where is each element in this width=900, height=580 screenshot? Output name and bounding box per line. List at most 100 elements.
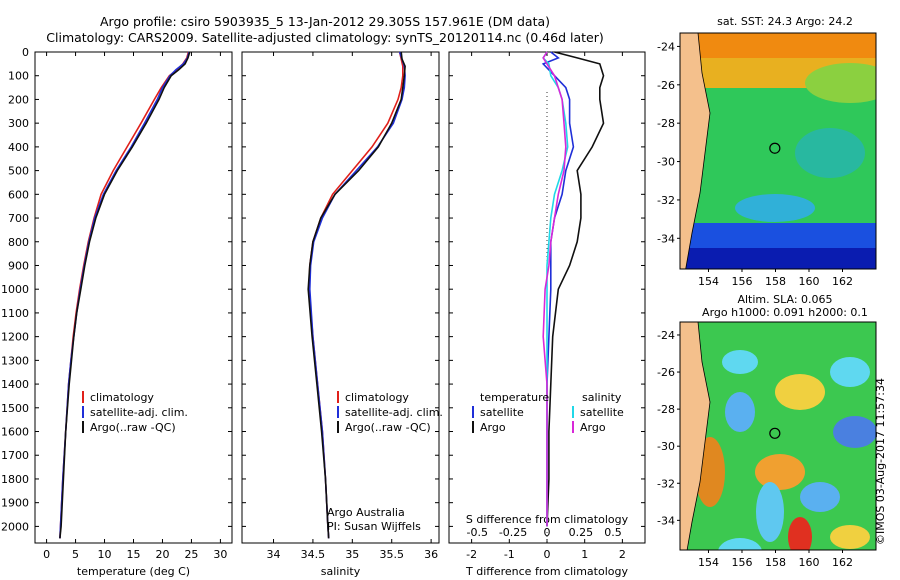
x-tick-label: 10 <box>98 548 112 561</box>
temperature-panel: 0100200300400500600700800900100011001200… <box>1 46 233 578</box>
lat-tick-label: -28 <box>657 117 675 130</box>
sla-blob <box>756 482 784 542</box>
depth-tick-label: 2000 <box>1 520 29 533</box>
lon-tick-label: 154 <box>698 556 719 569</box>
difference-panel: -2 -1 0 1 2 T difference from climatology -0.5… <box>448 51 646 578</box>
lon-tick-label: 158 <box>765 275 786 288</box>
depth-tick-label: 100 <box>8 70 29 83</box>
legend-argo-swatch <box>82 421 84 433</box>
title-line-1: Argo profile: csiro 5903935_5 13-Jan-201… <box>99 14 551 29</box>
series-line-argo <box>546 51 605 527</box>
depth-tick-label: 600 <box>8 188 29 201</box>
salinity-panel: 34 34.5 35 35.5 36 salinity <box>241 51 440 578</box>
lat-tick-label: -30 <box>657 440 675 453</box>
sst-map-title: sat. SST: 24.3 Argo: 24.2 <box>717 15 853 28</box>
sla-blob <box>830 525 870 549</box>
s-tick-label: 0.5 <box>604 526 622 539</box>
legend-argo-swatch <box>337 421 339 433</box>
x-tick-label: 1 <box>581 548 588 561</box>
lat-tick-label: -24 <box>657 40 675 53</box>
legend-clim-swatch <box>82 391 84 403</box>
map-frame <box>679 32 877 270</box>
imos-credit: ©IMOS 03-Aug-2017 11:57:34 <box>874 378 887 545</box>
title-line-2: Climatology: CARS2009. Satellite-adjuste… <box>46 30 604 45</box>
x-tick-label: 0 <box>43 548 50 561</box>
depth-tick-label: 1700 <box>1 449 29 462</box>
legend-temperature-heading: temperature <box>480 391 550 404</box>
sst-blob <box>795 128 865 178</box>
x-tick-label: 5 <box>72 548 79 561</box>
sla-blob <box>775 374 825 410</box>
sla-blob <box>788 517 812 550</box>
legend-s-argo-swatch <box>572 421 574 433</box>
lat-tick-label: -34 <box>657 232 675 245</box>
note-line-1: Argo Australia <box>327 506 405 519</box>
depth-tick-label: 500 <box>8 165 29 178</box>
depth-tick-label: 800 <box>8 236 29 249</box>
legend-clim-label: climatology <box>90 391 154 404</box>
lon-tick-label: 156 <box>731 275 752 288</box>
x-tick-label: 34 <box>267 548 281 561</box>
lon-tick-label: 162 <box>832 275 853 288</box>
legend-sat-swatch <box>337 406 339 418</box>
lat-tick-label: -32 <box>657 194 675 207</box>
series-line-argo <box>307 51 406 539</box>
map-frame <box>679 321 877 551</box>
series-line-argo <box>59 51 191 539</box>
sst-map <box>680 33 876 269</box>
plot-frame <box>241 51 440 544</box>
salinity-legend: climatology satellite-adj. clim. Argo(..… <box>337 390 443 435</box>
depth-tick-label: 300 <box>8 117 29 130</box>
legend-s-sat-swatch <box>572 406 574 418</box>
warm-band <box>680 33 876 58</box>
x-axis-label: T difference from climatology <box>465 565 628 578</box>
depth-tick-label: 200 <box>8 93 29 106</box>
legend-t-argo-label: Argo <box>480 421 506 434</box>
legend-sat-swatch <box>82 406 84 418</box>
float-position-marker <box>769 142 781 154</box>
legend-argo-label: Argo(..raw -QC) <box>90 421 176 434</box>
depth-tick-label: 1600 <box>1 426 29 439</box>
lon-tick-label: 160 <box>798 556 819 569</box>
sla-blob <box>830 357 870 387</box>
legend-argo-label: Argo(..raw -QC) <box>345 421 431 434</box>
lon-tick-label: 162 <box>832 556 853 569</box>
x-tick-label: 15 <box>127 548 141 561</box>
depth-tick-label: 0 <box>22 46 29 59</box>
depth-tick-label: 1200 <box>1 331 29 344</box>
sla-blob <box>725 392 755 432</box>
lon-tick-label: 160 <box>798 275 819 288</box>
x-axis-label: temperature (deg C) <box>77 565 190 578</box>
s-tick-label: 0 <box>544 526 551 539</box>
sla-blob <box>722 350 758 374</box>
note-line-2: PI: Susan Wijffels <box>327 520 421 533</box>
depth-tick-label: 1900 <box>1 497 29 510</box>
lat-tick-label: -26 <box>657 366 675 379</box>
sla-blob <box>800 482 840 512</box>
sla-blob <box>833 416 876 448</box>
lat-tick-label: -26 <box>657 79 675 92</box>
depth-tick-label: 1400 <box>1 378 29 391</box>
x-tick-label: 25 <box>184 548 198 561</box>
lat-tick-label: -28 <box>657 403 675 416</box>
x-tick-label: 36 <box>424 548 438 561</box>
depth-tick-label: 1300 <box>1 354 29 367</box>
lon-tick-label: 156 <box>731 556 752 569</box>
lat-tick-label: -34 <box>657 514 675 527</box>
x-tick-label: 30 <box>213 548 227 561</box>
cool-band <box>680 248 876 269</box>
depth-tick-label: 1100 <box>1 307 29 320</box>
sst-blob <box>735 194 815 222</box>
sla-map <box>680 322 876 550</box>
s-tick-label: -0.25 <box>499 526 527 539</box>
sla-blob <box>755 454 805 490</box>
lon-tick-label: 154 <box>698 275 719 288</box>
x-tick-label: 34.5 <box>301 548 326 561</box>
legend-salinity-heading: salinity <box>582 391 622 404</box>
depth-tick-label: 1000 <box>1 283 29 296</box>
legend-t-argo-swatch <box>472 421 474 433</box>
legend-clim-swatch <box>337 391 339 403</box>
float-position-marker <box>769 427 781 439</box>
legend-s-sat-label: satellite <box>580 406 624 419</box>
